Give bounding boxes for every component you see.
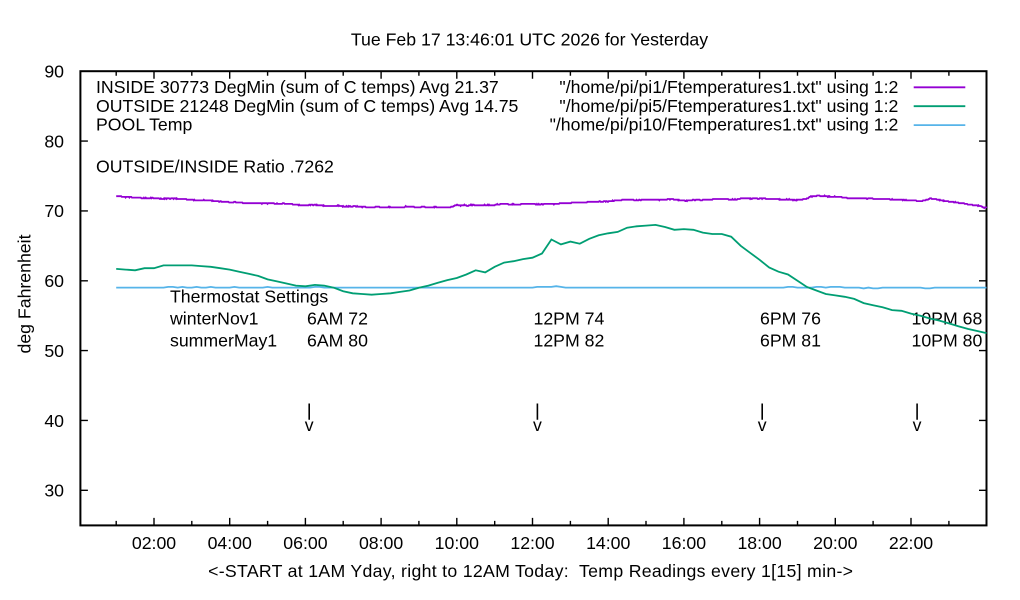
svg-text:12:00: 12:00 [510,533,554,553]
svg-text:v: v [913,415,922,435]
svg-text:20:00: 20:00 [813,533,857,553]
svg-text:08:00: 08:00 [359,533,403,553]
svg-text:<-START at 1AM Yday, right to: <-START at 1AM Yday, right to 12AM Today… [208,561,853,581]
svg-text:winterNov1: winterNov1 [169,309,258,329]
svg-text:POOL Temp: POOL Temp [96,114,193,134]
svg-text:INSIDE 30773 DegMin (sum of C: INSIDE 30773 DegMin (sum of C temps) Avg… [96,77,499,97]
svg-text:"/home/pi/pi5/Ftemperatures1.t: "/home/pi/pi5/Ftemperatures1.txt" using … [559,96,898,116]
svg-text:02:00: 02:00 [132,533,176,553]
svg-text:6AM 72: 6AM 72 [307,309,368,329]
svg-text:6PM 76: 6PM 76 [760,309,821,329]
svg-text:Tue Feb 17 13:46:01 UTC 2026 f: Tue Feb 17 13:46:01 UTC 2026 for Yesterd… [351,30,708,50]
svg-text:10PM 80: 10PM 80 [912,331,983,351]
svg-text:60: 60 [44,271,64,291]
svg-text:v: v [758,415,767,435]
svg-text:6AM 80: 6AM 80 [307,331,368,351]
svg-text:OUTSIDE 21248 DegMin (sum of C: OUTSIDE 21248 DegMin (sum of C temps) Av… [96,96,519,116]
svg-text:04:00: 04:00 [208,533,252,553]
svg-text:"/home/pi/pi10/Ftemperatures1.: "/home/pi/pi10/Ftemperatures1.txt" using… [550,114,899,134]
svg-text:30: 30 [44,481,64,501]
svg-text:80: 80 [44,131,64,151]
svg-text:6PM 81: 6PM 81 [760,331,821,351]
svg-text:v: v [533,415,542,435]
svg-text:90: 90 [44,62,64,82]
svg-text:v: v [305,415,314,435]
svg-text:40: 40 [44,411,64,431]
svg-text:"/home/pi/pi1/Ftemperatures1.t: "/home/pi/pi1/Ftemperatures1.txt" using … [559,77,898,97]
svg-text:06:00: 06:00 [283,533,327,553]
svg-text:70: 70 [44,201,64,221]
svg-text:16:00: 16:00 [662,533,706,553]
svg-text:10:00: 10:00 [435,533,479,553]
svg-text:deg Fahrenheit: deg Fahrenheit [15,234,35,353]
svg-text:OUTSIDE/INSIDE Ratio .7262: OUTSIDE/INSIDE Ratio .7262 [96,157,334,177]
svg-text:18:00: 18:00 [737,533,781,553]
svg-text:50: 50 [44,341,64,361]
svg-text:22:00: 22:00 [889,533,933,553]
svg-text:14:00: 14:00 [586,533,630,553]
svg-text:summerMay1: summerMay1 [170,331,277,351]
svg-text:Thermostat Settings: Thermostat Settings [170,287,328,307]
svg-text:10PM 68: 10PM 68 [912,309,983,329]
svg-text:12PM 74: 12PM 74 [534,309,605,329]
svg-text:12PM 82: 12PM 82 [534,331,605,351]
